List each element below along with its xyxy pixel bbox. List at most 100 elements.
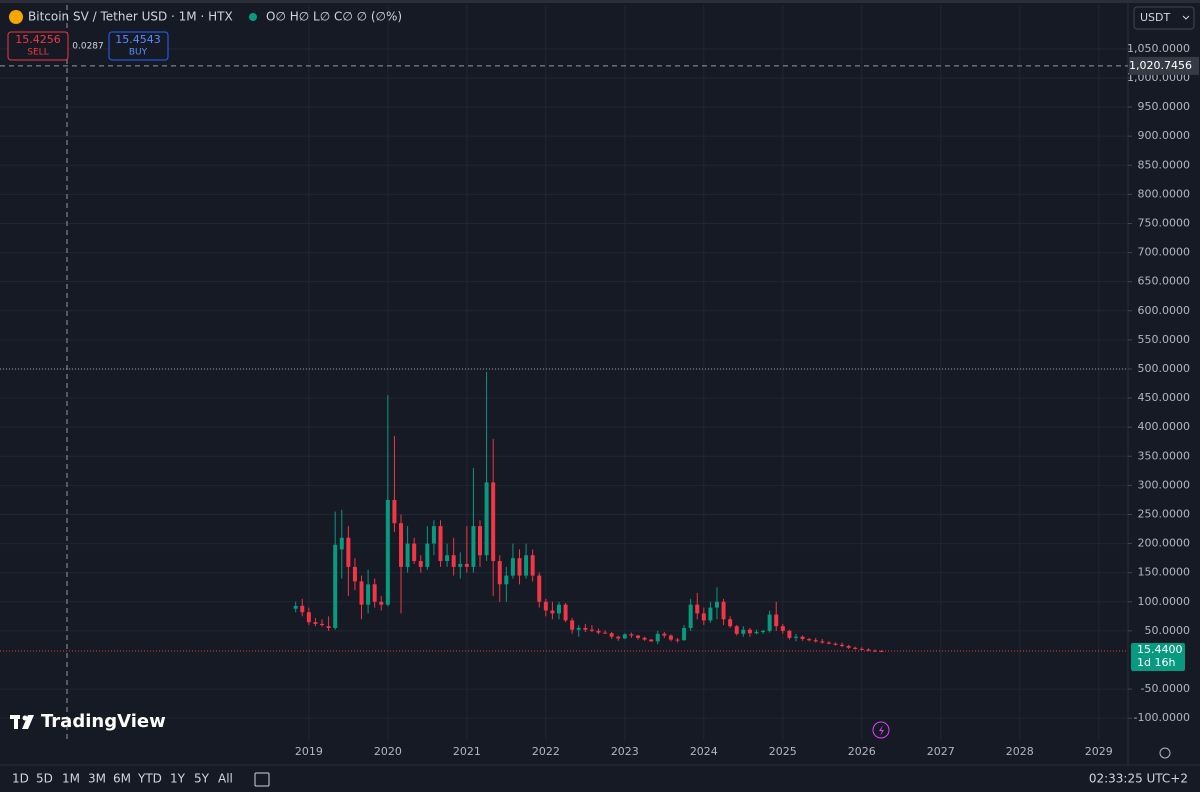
candle-body xyxy=(524,555,529,576)
candle-body xyxy=(774,614,779,627)
candle-body xyxy=(879,650,884,652)
candle-body xyxy=(326,626,331,628)
candle-body xyxy=(833,643,838,645)
status-dot xyxy=(249,13,257,21)
spread: 0.0287 xyxy=(72,42,104,52)
candle-body xyxy=(701,613,706,621)
y-tick-label: 200.0000 xyxy=(1138,537,1191,550)
date-range-icon[interactable] xyxy=(254,772,270,787)
timeframe-button[interactable]: 3M xyxy=(88,772,106,786)
candle-body xyxy=(563,604,568,621)
candle-body xyxy=(550,610,555,614)
candle-body xyxy=(306,612,311,623)
y-tick-label: 600.0000 xyxy=(1138,304,1191,317)
candle-body xyxy=(504,575,509,585)
top-border xyxy=(0,0,1200,3)
timeframe-button[interactable]: 1D xyxy=(12,772,29,786)
candle-body xyxy=(609,633,614,637)
buy-label[interactable]: BUY xyxy=(129,48,148,58)
y-tick-label: 450.0000 xyxy=(1138,391,1191,404)
candle-body xyxy=(813,640,818,642)
candle-body xyxy=(543,601,548,611)
settings-icon[interactable] xyxy=(1159,747,1171,759)
y-tick-label: 1,050.0000 xyxy=(1127,42,1190,55)
timeframe-button[interactable]: All xyxy=(218,772,233,786)
x-tick-label: 2029 xyxy=(1085,745,1113,758)
y-tick-label: 250.0000 xyxy=(1138,507,1191,520)
candle-body xyxy=(445,555,450,562)
timeframe-button[interactable]: 5D xyxy=(36,772,53,786)
candle-body xyxy=(872,650,877,652)
candle-body xyxy=(491,482,496,562)
last-price-label: 15.4400 xyxy=(1137,643,1183,656)
y-tick-label: 550.0000 xyxy=(1138,333,1191,346)
candle-body xyxy=(352,566,357,582)
y-tick-label: -50.0000 xyxy=(1141,682,1190,695)
candle-body xyxy=(313,622,318,624)
last-price-box xyxy=(1131,642,1185,671)
candle-body xyxy=(675,639,680,641)
candle-body xyxy=(695,604,700,614)
clock: 02:33:25 UTC+2 xyxy=(1089,772,1188,786)
candle-body xyxy=(721,601,726,620)
currency-select[interactable] xyxy=(1133,6,1195,30)
candle-body xyxy=(576,627,581,630)
logo-mark xyxy=(14,715,18,729)
candle-body xyxy=(451,555,456,567)
timeframe-button[interactable]: 6M xyxy=(113,772,131,786)
chart-title: Bitcoin SV / Tether USD · 1M · HTX xyxy=(28,10,233,24)
candle-body xyxy=(339,537,344,550)
buy-price[interactable]: 15.4543 xyxy=(115,33,161,46)
candle-body xyxy=(655,633,660,642)
candle-body xyxy=(780,626,785,631)
candle-body xyxy=(556,604,561,614)
candle-body xyxy=(616,636,621,639)
candle-body xyxy=(688,604,693,628)
timeframe-button[interactable]: YTD xyxy=(137,772,162,786)
x-tick-label: 2022 xyxy=(532,745,560,758)
candle-body xyxy=(392,499,397,524)
candle-body xyxy=(807,639,812,641)
candle-body xyxy=(300,605,305,613)
countdown: 1d 16h xyxy=(1137,656,1175,669)
candle-body xyxy=(399,523,404,567)
candle-body xyxy=(826,642,831,644)
candle-body xyxy=(366,584,371,605)
y-tick-label: 700.0000 xyxy=(1138,246,1191,259)
candle-body xyxy=(635,635,640,638)
timeframe-button[interactable]: 1M xyxy=(62,772,80,786)
candle-body xyxy=(629,634,634,636)
x-tick-label: 2026 xyxy=(848,745,876,758)
candle-body xyxy=(379,601,384,605)
sell-label[interactable]: SELL xyxy=(27,48,48,58)
sell-price[interactable]: 15.4256 xyxy=(15,33,61,46)
candle-body xyxy=(741,629,746,634)
logo-text: TradingView xyxy=(41,711,166,732)
candle-body xyxy=(787,630,792,638)
candle-body xyxy=(484,482,489,556)
timeframe-button[interactable]: 5Y xyxy=(194,772,210,786)
events-icon[interactable] xyxy=(872,721,890,739)
candle-body xyxy=(346,537,351,567)
candle-body xyxy=(761,630,766,633)
candle-body xyxy=(708,607,713,621)
y-tick-label: 150.0000 xyxy=(1138,566,1191,579)
y-tick-label: 500.0000 xyxy=(1138,362,1191,375)
timeframe-button[interactable]: 1Y xyxy=(170,772,186,786)
x-tick-label: 2025 xyxy=(769,745,797,758)
buy-button[interactable] xyxy=(108,31,169,61)
candle-body xyxy=(603,632,608,634)
candle-body xyxy=(431,526,436,544)
x-tick-label: 2021 xyxy=(453,745,481,758)
candle-body xyxy=(438,526,443,562)
candle-body xyxy=(359,581,364,605)
candle-body xyxy=(385,499,390,605)
currency[interactable]: USDT xyxy=(1140,11,1171,24)
y-tick-label: 300.0000 xyxy=(1138,478,1191,491)
x-tick-label: 2024 xyxy=(690,745,718,758)
candle-body xyxy=(497,561,502,585)
candle-body xyxy=(583,627,588,630)
candle-body xyxy=(866,649,871,651)
sell-button[interactable] xyxy=(7,31,69,61)
